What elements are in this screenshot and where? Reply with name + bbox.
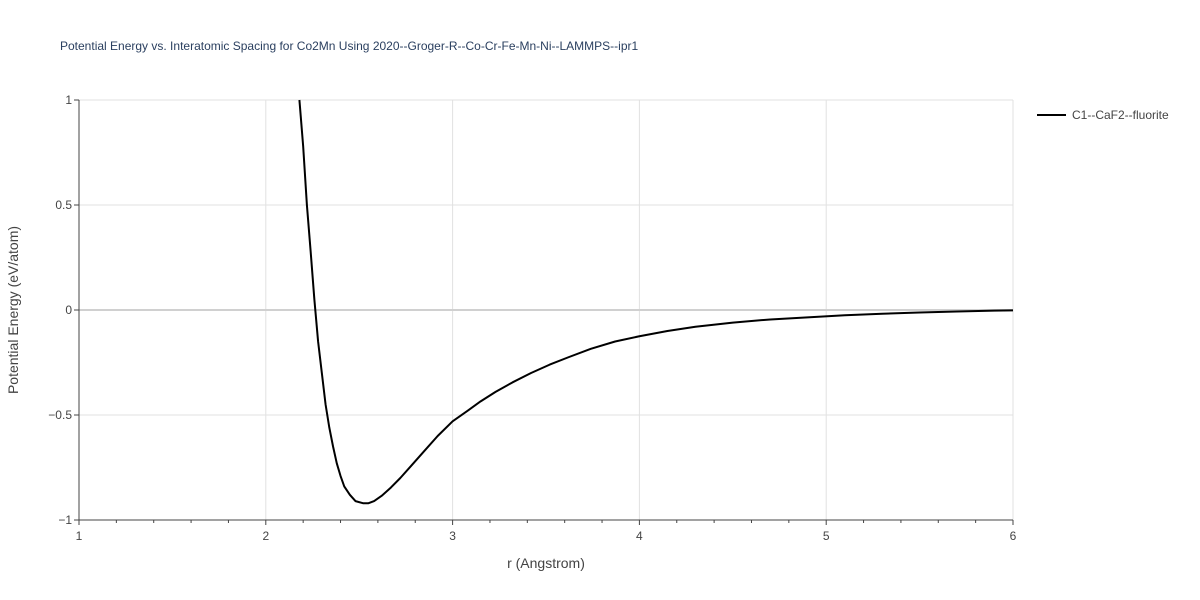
- y-tick-label: −0.5: [48, 408, 72, 422]
- x-tick-label: 4: [636, 529, 643, 543]
- y-axis-title: Potential Energy (eV/atom): [5, 226, 21, 394]
- series-line[interactable]: [298, 99, 1014, 505]
- series-layer: [298, 99, 1014, 505]
- x-tick-label: 6: [1010, 529, 1017, 543]
- legend-label: C1--CaF2--fluorite: [1072, 108, 1169, 122]
- y-tick-label: 0: [65, 303, 72, 317]
- x-axis-title: r (Angstrom): [507, 555, 585, 571]
- x-tick-label: 5: [823, 529, 830, 543]
- y-tick-label: 0.5: [55, 198, 72, 212]
- x-tick-label: 3: [449, 529, 456, 543]
- axis-layer: 1 2 3 4 5 6 −1 −0.5 0 0.5 1: [48, 93, 1016, 543]
- grid-layer: [79, 99, 1014, 520]
- y-tick-label: 1: [65, 93, 72, 107]
- y-tick-label: −1: [58, 513, 72, 527]
- x-tick-label: 1: [76, 529, 83, 543]
- legend[interactable]: C1--CaF2--fluorite: [1037, 108, 1169, 122]
- x-tick-label: 2: [262, 529, 269, 543]
- chart-title: Potential Energy vs. Interatomic Spacing…: [60, 39, 638, 53]
